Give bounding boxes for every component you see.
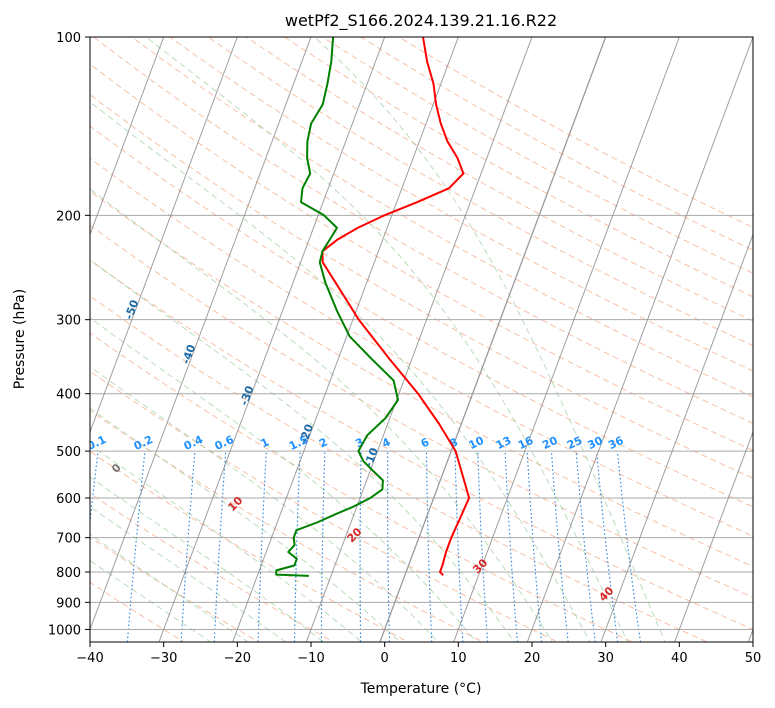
dry-adiabat-line <box>90 157 753 537</box>
x-tick-label: 30 <box>597 651 614 666</box>
dry-adiabat-label: 30 <box>470 556 490 576</box>
dry-adiabat-line <box>397 37 753 229</box>
dry-adiabat-line <box>90 450 410 642</box>
profile-series <box>275 37 471 577</box>
dry-adiabat-label: 40 <box>596 584 616 604</box>
y-tick-label: 400 <box>56 388 81 403</box>
dry-adiabat-line <box>169 37 753 372</box>
dry-adiabat-line <box>245 37 753 322</box>
y-tick-label: 200 <box>56 209 81 224</box>
isotherm-line <box>747 628 753 642</box>
dry-adiabat-line <box>90 224 753 599</box>
mixing-ratio-line <box>616 451 642 642</box>
mixing-ratio-label: 10 <box>467 434 487 452</box>
mixing-ratio-line <box>526 451 543 642</box>
x-tick-label: 40 <box>671 651 688 666</box>
mixing-ratio-line <box>213 451 227 642</box>
mixing-ratio-label: 0.4 <box>182 433 205 453</box>
chart-title: wetPf2_S166.2024.139.21.16.R22 <box>285 11 557 31</box>
mixing-ratio-label: 36 <box>606 434 626 452</box>
moist-adiabat-line <box>90 506 287 642</box>
y-tick-label: 500 <box>56 445 81 460</box>
dry-adiabat-line <box>90 63 753 452</box>
isotherm-line <box>600 233 753 642</box>
mixing-ratio-line <box>504 451 518 642</box>
mixing-ratio-label: 13 <box>494 434 513 452</box>
moist-adiabat-line <box>90 365 439 642</box>
moist-adiabat-line <box>90 101 591 642</box>
moist-adiabat-line <box>90 407 401 642</box>
mixing-ratio-label: 0.2 <box>132 433 155 453</box>
mixing-ratio-label: 16 <box>516 434 536 452</box>
y-tick-label: 700 <box>56 532 81 547</box>
moist-adiabat-line <box>314 37 666 642</box>
isotherm-line <box>158 37 386 642</box>
dry-adiabat-line <box>130 37 753 398</box>
mixing-ratio-line <box>387 451 391 642</box>
isotherm-label: -60 <box>65 254 84 277</box>
mixing-ratio-label: 1 <box>259 435 271 450</box>
temperature-line <box>321 37 471 576</box>
y-axis: 1000 900 800 700 600 500 400 300 200 100 <box>48 31 90 638</box>
y-tick-label: 100 <box>56 31 81 46</box>
x-tick-label: −10 <box>297 651 324 666</box>
mixing-ratio-label: 25 <box>565 434 584 452</box>
isotherm-label: -70 <box>6 215 25 238</box>
mixing-ratio-label: 0.1 <box>85 433 108 453</box>
mixing-ratio-label: 20 <box>540 434 560 452</box>
moist-adiabat-line <box>90 533 249 642</box>
x-tick-label: −20 <box>224 651 251 666</box>
background-lines <box>90 37 753 642</box>
y-tick-label: 600 <box>56 492 81 507</box>
x-tick-label: 0 <box>381 651 389 666</box>
isotherm-line <box>526 37 753 642</box>
mixing-ratio-line <box>294 451 301 642</box>
dry-adiabat-line <box>92 37 753 424</box>
isotherm-line <box>90 37 312 631</box>
x-axis: −40 −30 −20 −10 0 10 20 30 40 50 <box>76 642 761 666</box>
mixing-ratio-label: 0.6 <box>213 433 236 453</box>
dry-adiabat-line <box>283 37 753 298</box>
pressure-gridlines <box>90 37 753 630</box>
x-tick-label: −30 <box>150 651 177 666</box>
dry-adiabat-line <box>90 295 709 642</box>
dry-adiabat-line <box>90 536 260 642</box>
mixing-ratio-label: 30 <box>586 434 606 452</box>
x-tick-label: −40 <box>76 651 103 666</box>
isotherm-line <box>90 37 238 434</box>
mixing-ratio-line <box>320 451 326 642</box>
isotherm-line <box>453 37 680 642</box>
dry-adiabat-line <box>90 492 335 642</box>
isotherm-line <box>674 430 753 642</box>
isotherm-line <box>305 37 533 642</box>
mixing-ratio-line <box>454 451 464 642</box>
dry-adiabat-line <box>90 410 485 642</box>
mixing-ratio-line <box>425 451 433 642</box>
moist-adiabat-line <box>90 317 477 642</box>
mixing-ratio-line <box>359 451 362 642</box>
dry-adiabat-label: 20 <box>345 525 365 545</box>
isotherm-line <box>90 37 165 236</box>
x-tick-label: 50 <box>745 651 762 666</box>
y-tick-label: 1000 <box>48 623 81 638</box>
y-tick-label: 800 <box>56 566 81 581</box>
plot-frame <box>89 36 754 643</box>
dry-adiabat-label: 10 <box>225 494 245 514</box>
mixing-ratio-label: 6 <box>419 435 432 450</box>
x-axis-title: Temperature (°C) <box>360 681 482 697</box>
y-axis-title: Pressure (hPa) <box>12 289 28 389</box>
moist-adiabat-line <box>90 560 212 642</box>
dry-adiabat-line <box>90 332 634 642</box>
y-tick-label: 900 <box>56 596 81 611</box>
zero-isotherm-line <box>379 37 607 642</box>
dewpoint-line <box>275 37 399 577</box>
dry-adiabat-line <box>90 94 753 479</box>
x-tick-label: 10 <box>450 651 467 666</box>
mixing-ratio-label: 4 <box>380 435 393 450</box>
mixing-ratio-line <box>257 451 267 642</box>
y-tick-label: 300 <box>56 314 81 329</box>
dry-adiabat-line <box>90 581 186 642</box>
x-tick-label: 20 <box>524 651 541 666</box>
